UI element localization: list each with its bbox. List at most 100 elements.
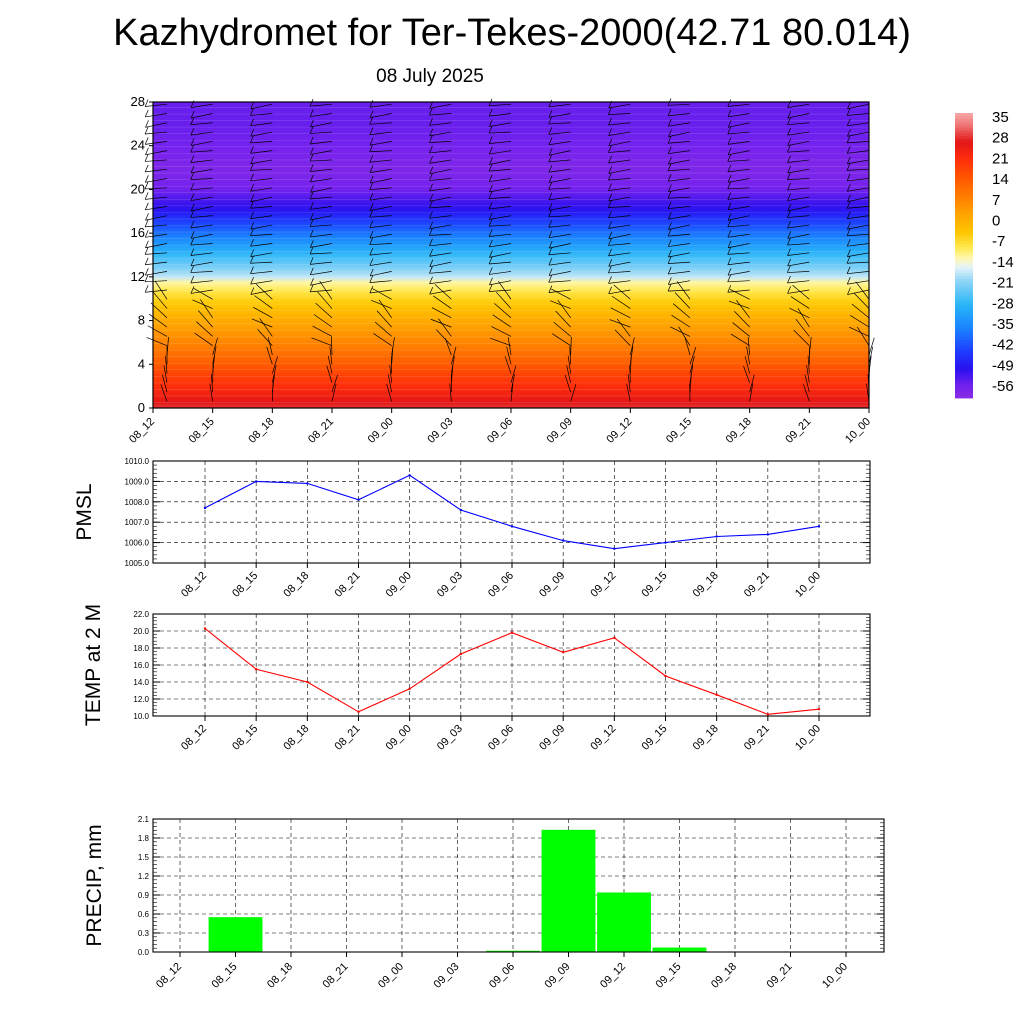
colorbar-segment xyxy=(955,278,973,283)
wind-barb xyxy=(145,140,168,145)
wind-barb xyxy=(370,271,392,277)
wind-barb-flag xyxy=(250,276,254,285)
wind-barb-flag xyxy=(144,126,149,135)
colorbar-segment xyxy=(955,174,973,178)
wind-barb xyxy=(608,122,631,126)
wind-barb xyxy=(608,187,631,191)
wind-barb xyxy=(190,280,213,284)
x-tick-label: 09_06 xyxy=(487,961,517,991)
wind-barb-flag xyxy=(190,286,195,294)
wind-barb xyxy=(548,187,571,190)
wind-barb xyxy=(429,178,452,181)
colorbar-segment xyxy=(955,357,973,361)
wind-barb xyxy=(728,300,750,309)
wind-barb-flag xyxy=(727,257,732,265)
wind-barb-flag xyxy=(250,118,254,126)
wind-barb xyxy=(847,150,870,154)
wind-barb xyxy=(371,299,392,309)
wind-barb-flag xyxy=(429,183,433,191)
colorbar-label: -28 xyxy=(992,295,1014,312)
wind-barb xyxy=(429,280,452,285)
wind-barb xyxy=(251,318,273,328)
x-tick-label: 09_06 xyxy=(486,723,516,753)
wind-barb xyxy=(310,178,333,183)
colorbar-segment xyxy=(955,267,973,271)
x-tick-label: 09_21 xyxy=(742,570,772,600)
wind-barb-flag xyxy=(489,184,493,193)
precip-bar xyxy=(597,892,651,952)
wind-barb xyxy=(386,384,393,402)
colorbar-segment xyxy=(955,322,973,326)
wind-barb-flag xyxy=(727,109,732,118)
y-tick-label: 12.0 xyxy=(133,695,149,704)
wind-barb-flag xyxy=(608,193,612,202)
x-tick-label: 09_15 xyxy=(654,961,684,991)
wind-barb xyxy=(549,150,571,156)
wind-barb xyxy=(736,300,750,319)
wind-barb-flag xyxy=(548,275,553,283)
wind-barb xyxy=(847,289,870,295)
wind-barb-flag xyxy=(250,287,255,295)
wind-barb-flag xyxy=(429,156,433,164)
wind-barb-flag xyxy=(668,222,672,230)
wind-barb xyxy=(868,337,875,356)
wind-barb xyxy=(847,271,870,275)
colorbar-segment xyxy=(955,153,973,158)
wind-barb-flag xyxy=(369,175,374,184)
wind-barb xyxy=(369,150,392,153)
x-tick-label: 08_15 xyxy=(210,961,240,991)
wind-barb xyxy=(610,307,631,319)
x-tick-label: 09_18 xyxy=(691,570,721,600)
wind-barb xyxy=(193,287,213,300)
wind-barb xyxy=(145,159,168,162)
wind-barb xyxy=(152,291,168,309)
x-tick-label: 09_12 xyxy=(588,723,618,753)
wind-barb xyxy=(668,252,691,258)
wind-barb-flag xyxy=(608,145,612,153)
wind-barb xyxy=(668,122,691,127)
wind-barb xyxy=(668,233,691,237)
colorbar-segment xyxy=(955,377,973,381)
wind-barb xyxy=(608,252,631,257)
colorbar-segment xyxy=(955,281,973,285)
wind-barb-flag xyxy=(548,127,553,135)
x-tick-label: 08_12 xyxy=(179,723,209,753)
x-tick-label: 08_12 xyxy=(154,961,184,991)
colorbar-segment xyxy=(955,395,973,399)
wind-barb xyxy=(792,284,810,300)
colorbar-segment xyxy=(955,342,973,347)
wind-barb-flag xyxy=(727,240,732,248)
wind-barb xyxy=(191,113,213,119)
wind-barb-flag xyxy=(309,257,314,265)
wind-barb-flag xyxy=(608,107,612,115)
wind-barb xyxy=(566,365,572,383)
cs-heatmap-field xyxy=(153,102,869,408)
wind-barb-flag xyxy=(847,194,851,202)
colorbar-segment xyxy=(955,293,973,297)
wind-barb-flag xyxy=(847,222,851,230)
wind-barb xyxy=(429,252,452,257)
wind-barb-flag xyxy=(489,119,493,127)
wind-barb xyxy=(250,289,273,295)
colorbar-segment xyxy=(955,275,973,280)
wind-barb xyxy=(310,243,333,248)
colorbar-segment xyxy=(955,113,973,117)
y-tick-label: 1006.0 xyxy=(125,539,150,548)
wind-barb xyxy=(369,168,392,173)
wind-barb xyxy=(331,383,337,402)
wind-barb-flag xyxy=(667,266,672,275)
data-point xyxy=(408,687,411,690)
wind-barb-flag xyxy=(548,182,553,190)
wind-barb xyxy=(492,314,512,328)
cs-y-tick-label: 20 xyxy=(131,181,145,196)
wind-barb-flag xyxy=(787,203,792,212)
wind-barb-flag xyxy=(488,284,493,292)
wind-barb-flag xyxy=(144,164,149,173)
wind-barb-flag xyxy=(488,239,493,248)
wind-barb xyxy=(145,224,168,228)
wind-barb-flag xyxy=(548,203,553,211)
x-tick-label: 09_00 xyxy=(384,723,414,753)
wind-barb-flag xyxy=(429,173,433,181)
wind-barb-flag xyxy=(429,166,434,174)
wind-barb xyxy=(190,187,213,191)
